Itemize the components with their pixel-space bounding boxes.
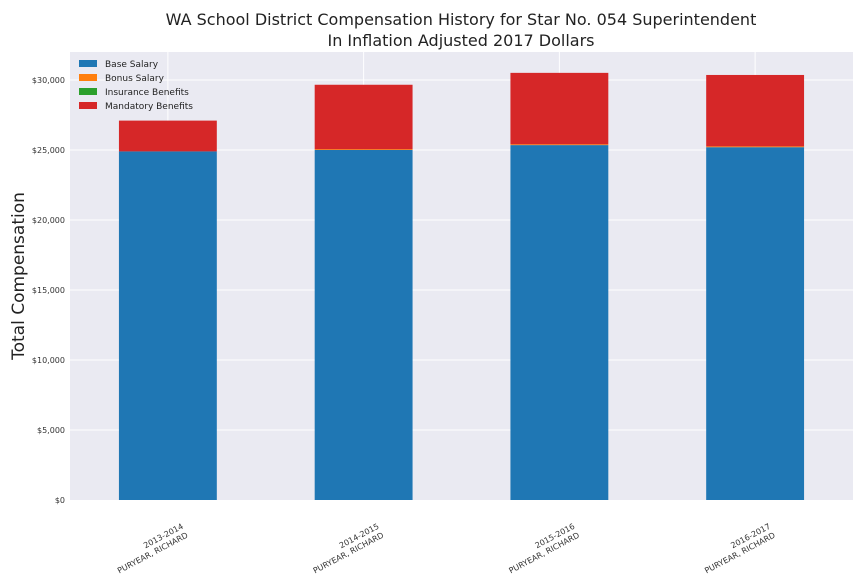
- bar-mandatory-benefits-4: [706, 74, 805, 147]
- bar-base-salary-2: [314, 150, 413, 500]
- chart-subtitle: In Inflation Adjusted 2017 Dollars: [327, 31, 594, 50]
- bar-base-salary-1: [118, 151, 217, 500]
- y-axis-ticks: $0 $5,000 $10,000 $15,000 $20,000 $25,000 $30,…: [32, 76, 65, 505]
- legend-swatch: [79, 74, 97, 81]
- y-axis-label: Total Compensation: [9, 192, 29, 361]
- bar-mandatory-benefits-2: [314, 84, 413, 150]
- legend-label: Bonus Salary: [105, 74, 165, 84]
- y-tick-label: $10,000: [32, 356, 65, 365]
- legend-label: Mandatory Benefits: [105, 102, 193, 112]
- legend-swatch: [79, 102, 97, 109]
- bar-base-salary-4: [706, 147, 805, 500]
- y-tick-label: $5,000: [37, 426, 65, 435]
- bar-mandatory-benefits-1: [118, 120, 217, 152]
- bars: [118, 72, 805, 500]
- bar-bonus-salary-4: [706, 146, 805, 148]
- bar-mandatory-benefits-3: [510, 72, 609, 145]
- bar-bonus-salary-2: [314, 149, 413, 150]
- y-tick-label: $0: [55, 496, 65, 505]
- legend: Base Salary Bonus Salary Insurance Benefit…: [79, 60, 193, 112]
- y-tick-label: $15,000: [32, 286, 65, 295]
- legend-label: Insurance Benefits: [105, 88, 189, 98]
- y-tick-label: $25,000: [32, 146, 65, 155]
- legend-swatch: [79, 88, 97, 95]
- y-tick-label: $30,000: [32, 76, 65, 85]
- legend-swatch: [79, 60, 97, 67]
- chart-title: WA School District Compensation History …: [166, 10, 757, 29]
- legend-label: Base Salary: [105, 60, 159, 70]
- y-tick-label: $20,000: [32, 216, 65, 225]
- bar-bonus-salary-3: [510, 144, 609, 146]
- bar-base-salary-3: [510, 145, 609, 500]
